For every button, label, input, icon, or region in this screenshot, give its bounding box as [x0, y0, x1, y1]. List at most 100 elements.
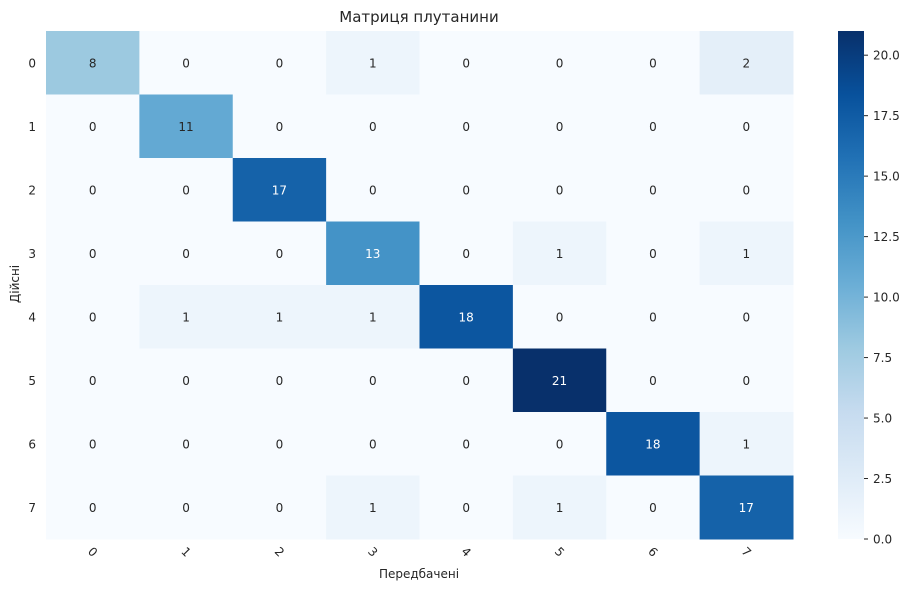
y-tick-label: 2	[28, 183, 36, 197]
heatmap-cell-label: 18	[645, 437, 660, 451]
x-tick-label: 2	[272, 544, 287, 559]
heatmap-cell	[139, 412, 234, 476]
heatmap-cell-label: 0	[742, 310, 750, 324]
x-axis-label: Передбачені	[379, 567, 459, 581]
heatmap-cell	[326, 475, 421, 540]
heatmap-cell-label: 0	[556, 183, 564, 197]
heatmap-cell-label: 0	[649, 374, 657, 388]
heatmap-cell-label: 2	[742, 56, 750, 70]
heatmap-cell-label: 18	[459, 310, 474, 324]
heatmap-cell-label: 0	[742, 183, 750, 197]
heatmap-cell	[419, 158, 514, 222]
heatmap-cell	[46, 94, 140, 159]
y-axis-ticks: 0 1 2 3 4 5 6 7	[28, 56, 36, 515]
colorbar-tick-label: 2.5	[873, 472, 892, 486]
heatmap-cell-label: 0	[649, 120, 657, 134]
y-axis-label: Дійсні	[8, 265, 22, 303]
chart-title: Матриця плутанини	[339, 8, 498, 26]
heatmap-cell	[419, 94, 514, 159]
x-axis-ticks: 0 1 2 3 4 5 6 7	[85, 544, 754, 559]
colorbar-tick-label: 20.0	[873, 49, 900, 63]
heatmap-cell	[512, 31, 607, 95]
heatmap-cell	[699, 31, 794, 95]
heatmap-cell	[606, 221, 701, 286]
y-tick-label: 5	[28, 374, 36, 388]
heatmap-cell	[512, 348, 607, 413]
heatmap-cell	[46, 475, 140, 540]
heatmap-cell	[512, 158, 607, 222]
heatmap-cell	[512, 475, 607, 540]
heatmap-cell-label: 0	[276, 437, 284, 451]
heatmap-cell-label: 13	[365, 247, 380, 261]
heatmap-cell	[606, 412, 701, 476]
heatmap-cell	[699, 94, 794, 159]
heatmap-cell	[139, 31, 234, 95]
heatmap-cell-label: 1	[556, 247, 564, 261]
heatmap-cell	[419, 348, 514, 413]
heatmap-cell-label: 0	[649, 310, 657, 324]
heatmap-cell	[139, 285, 234, 349]
heatmap-cell-label: 0	[89, 120, 97, 134]
heatmap-cell-label: 0	[182, 374, 190, 388]
heatmap-cell-label: 1	[369, 310, 377, 324]
colorbar-tick-label: 0.0	[873, 533, 892, 547]
x-tick-label: 0	[85, 544, 100, 559]
heatmap-cell	[46, 412, 140, 476]
heatmap-cell	[419, 221, 514, 286]
y-tick-label: 4	[28, 310, 36, 324]
heatmap-cell	[606, 158, 701, 222]
colorbar-tick-label: 17.5	[873, 109, 900, 123]
heatmap-cell	[326, 285, 421, 349]
x-tick-label: 6	[645, 544, 660, 559]
heatmap-cell-label: 0	[462, 183, 470, 197]
x-tick-label: 5	[552, 544, 567, 559]
heatmap-cell-label: 0	[649, 247, 657, 261]
y-tick-label: 1	[28, 120, 36, 134]
heatmap-cell-label: 0	[649, 501, 657, 515]
heatmap-cell	[699, 158, 794, 222]
heatmap-cell-label: 0	[369, 120, 377, 134]
y-tick-label: 3	[28, 247, 36, 261]
heatmap-cell	[606, 348, 701, 413]
heatmap-cell-label: 0	[462, 56, 470, 70]
heatmap-cell-label: 0	[462, 501, 470, 515]
heatmap-cell-label: 0	[276, 120, 284, 134]
heatmap-cell	[139, 475, 234, 540]
heatmap-cell-label: 11	[178, 120, 193, 134]
heatmap-cell-label: 0	[556, 56, 564, 70]
heatmap-cell-label: 0	[89, 247, 97, 261]
heatmap-cell-label: 1	[556, 501, 564, 515]
colorbar-ticks: 0.0 2.5 5.0 7.5 10.0 12.5 15.0 17.5 20.0	[864, 49, 900, 547]
heatmap-cell	[326, 31, 421, 95]
heatmap-cell-label: 1	[369, 501, 377, 515]
heatmap-cell-label: 0	[369, 437, 377, 451]
colorbar	[838, 31, 864, 539]
heatmap-cell-label: 0	[742, 374, 750, 388]
heatmap-cell-label: 0	[462, 120, 470, 134]
heatmap-cell	[699, 348, 794, 413]
heatmap-cell	[232, 31, 327, 95]
heatmap-cell	[606, 475, 701, 540]
heatmap-cell	[606, 94, 701, 159]
heatmap-cells	[46, 31, 794, 540]
heatmap-cell-label: 17	[272, 183, 287, 197]
heatmap-cell	[512, 221, 607, 286]
heatmap-cell-labels: 8 0 0 1 0 0 0 20 11 0 0 0 0 0 00 0 17 0 0 0 0 00 0 0 13 0 1 0 10 1 1 1 1…	[89, 56, 754, 515]
heatmap-cell-label: 0	[742, 120, 750, 134]
heatmap-cell	[139, 158, 234, 222]
heatmap-cell	[232, 158, 327, 222]
heatmap-cell-label: 0	[556, 437, 564, 451]
heatmap-cell	[326, 94, 421, 159]
heatmap-cell-label: 1	[369, 56, 377, 70]
heatmap-cell-label: 0	[276, 56, 284, 70]
heatmap-cell-label: 0	[182, 501, 190, 515]
x-tick-label: 7	[739, 544, 754, 559]
heatmap-cell	[139, 94, 234, 159]
heatmap-cell-label: 0	[462, 437, 470, 451]
heatmap-cell	[326, 348, 421, 413]
heatmap-cell	[326, 412, 421, 476]
x-tick-label: 4	[459, 544, 474, 559]
heatmap-cell	[326, 221, 421, 286]
heatmap-cell	[606, 31, 701, 95]
